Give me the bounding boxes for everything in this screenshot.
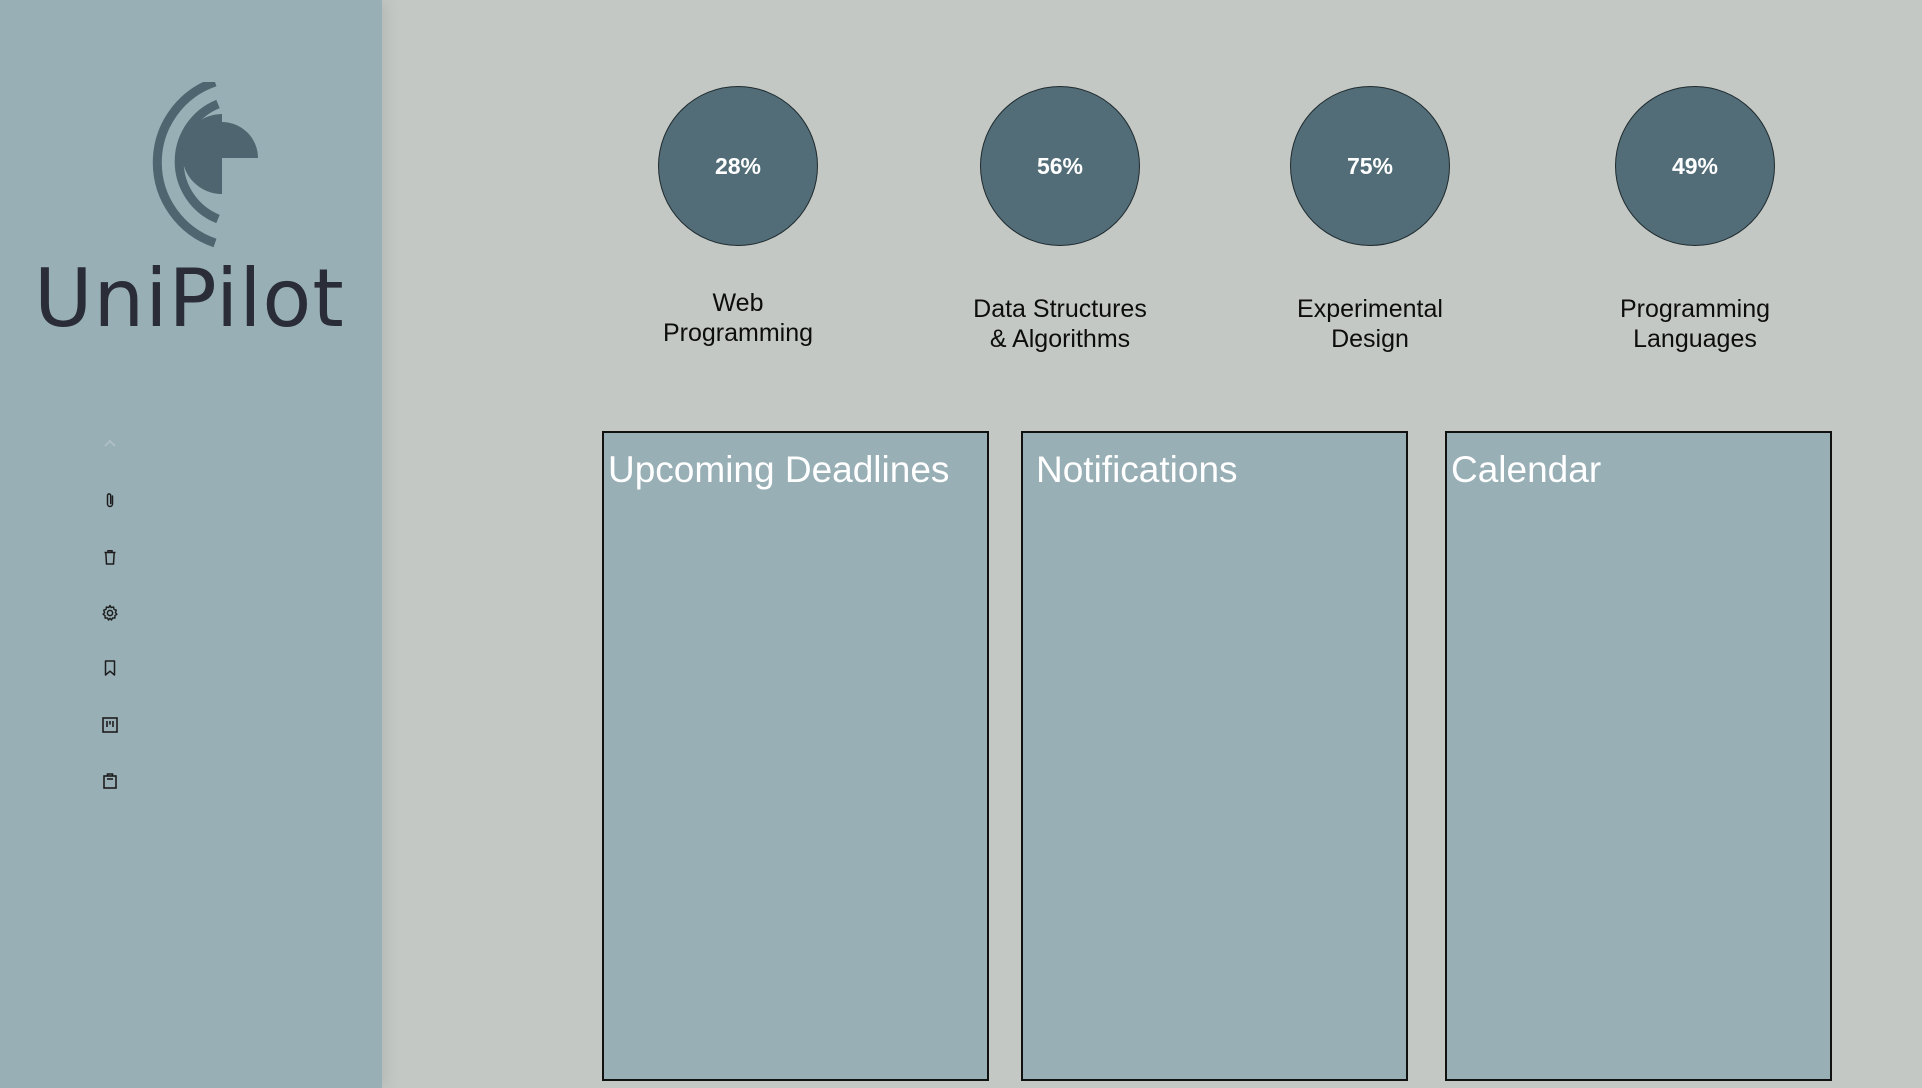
sidebar-item-board[interactable] bbox=[96, 711, 124, 739]
paperclip-icon bbox=[106, 493, 114, 508]
sidebar-item-trash[interactable] bbox=[96, 543, 124, 571]
course-card[interactable]: 49% Programming Languages bbox=[1585, 86, 1805, 354]
course-progress-ring: 49% bbox=[1615, 86, 1775, 246]
logo[interactable]: UniPilot bbox=[0, 70, 382, 350]
logo-mark-icon bbox=[152, 82, 258, 248]
course-card[interactable]: 56% Data Structures & Algorithms bbox=[950, 86, 1170, 354]
course-progress-value: 49% bbox=[1671, 152, 1719, 179]
board-icon bbox=[102, 717, 118, 733]
bookmark-icon bbox=[104, 660, 116, 676]
course-name: Experimental Design bbox=[1297, 295, 1443, 353]
sidebar: UniPilot bbox=[0, 0, 382, 1088]
course-progress-ring: 28% bbox=[658, 86, 818, 246]
upcoming-deadlines-panel[interactable]: Upcoming Deadlines bbox=[602, 431, 989, 1081]
calendar-panel[interactable]: Calendar bbox=[1445, 431, 1832, 1081]
course-card[interactable]: 28% Web Programming bbox=[628, 86, 848, 348]
sidebar-item-tasks[interactable] bbox=[96, 767, 124, 795]
sidebar-item-settings[interactable] bbox=[96, 599, 124, 627]
sidebar-item-attachments[interactable] bbox=[96, 487, 124, 515]
sidebar-item-collapse[interactable] bbox=[96, 430, 124, 458]
app-name: UniPilot bbox=[34, 252, 345, 345]
gear-icon bbox=[102, 604, 118, 621]
course-progress-value: 75% bbox=[1346, 152, 1394, 179]
course-progress-value: 56% bbox=[1036, 152, 1084, 179]
course-name: Web Programming bbox=[662, 289, 814, 347]
chevron-up-icon bbox=[104, 439, 116, 447]
course-card[interactable]: 75% Experimental Design bbox=[1260, 86, 1480, 354]
sidebar-item-bookmarks[interactable] bbox=[96, 654, 124, 682]
panel-title: Notifications bbox=[1036, 449, 1238, 490]
course-name: Programming Languages bbox=[1619, 295, 1771, 353]
course-progress-ring: 75% bbox=[1290, 86, 1450, 246]
course-progress-ring: 56% bbox=[980, 86, 1140, 246]
panel-title: Calendar bbox=[1451, 449, 1602, 490]
panel-title: Upcoming Deadlines bbox=[608, 449, 950, 490]
trash-icon bbox=[104, 550, 116, 565]
clipboard-icon bbox=[103, 773, 117, 789]
notifications-panel[interactable]: Notifications bbox=[1021, 431, 1408, 1081]
course-name: Data Structures & Algorithms bbox=[973, 295, 1147, 353]
course-progress-value: 28% bbox=[714, 152, 762, 179]
